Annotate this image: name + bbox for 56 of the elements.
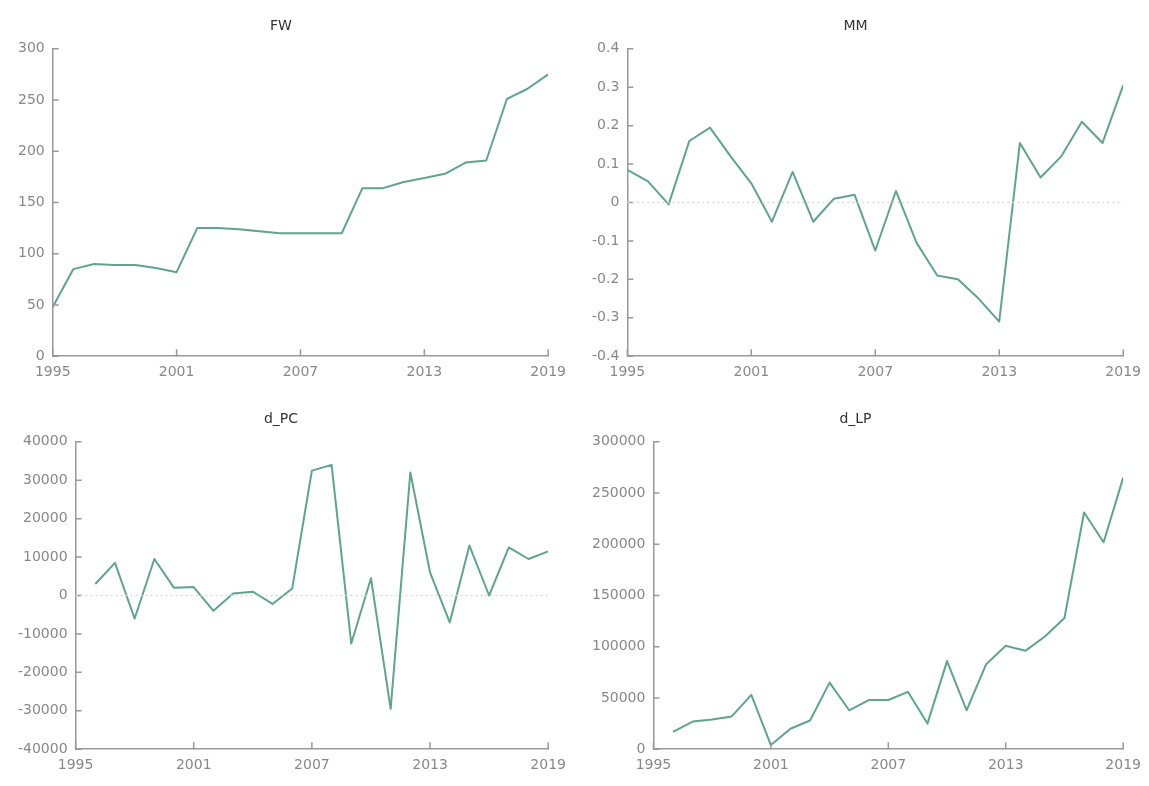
y-tick-label: 100000	[591, 637, 646, 654]
y-tick-label: 40000	[23, 432, 68, 449]
x-tick-label: 2019	[530, 756, 567, 773]
y-tick-label: 0	[610, 193, 620, 210]
y-tick-label: 20000	[23, 509, 68, 526]
y-tick-label: 0	[58, 586, 68, 603]
y-tick-label: 250	[17, 90, 45, 107]
y-tick-label: -0.3	[591, 308, 620, 325]
x-tick-label: 2007	[870, 756, 907, 773]
x-tick-label: 1995	[34, 363, 71, 380]
y-tick-label: 300	[17, 39, 45, 56]
y-tick-label: 0.4	[597, 39, 620, 56]
y-tick-label: 30000	[23, 470, 68, 487]
y-tick-label: 150	[17, 193, 45, 210]
x-tick-label: 2013	[981, 363, 1018, 380]
x-tick-label: 2001	[753, 756, 789, 773]
chart-title: FW	[270, 17, 293, 34]
y-tick-label: -0.2	[591, 269, 620, 286]
x-tick-label: 1995	[609, 363, 646, 380]
x-tick-label: 2013	[406, 363, 443, 380]
y-tick-label: 10000	[23, 547, 68, 564]
x-tick-label: 2007	[294, 756, 330, 773]
y-tick-label: 300000	[591, 432, 646, 449]
x-tick-label: 2019	[1105, 756, 1142, 773]
y-tick-label: -30000	[17, 701, 68, 718]
y-tick-label: 0.3	[597, 77, 620, 94]
y-tick-label: 0	[35, 346, 45, 363]
y-tick-label: -10000	[17, 624, 68, 641]
y-tick-label: -20000	[17, 662, 68, 679]
x-tick-label: 2007	[282, 363, 319, 380]
y-tick-label: 50000	[600, 688, 646, 705]
x-tick-label: 2007	[857, 363, 894, 380]
y-tick-label: 50	[26, 295, 45, 312]
x-tick-label: 1995	[635, 756, 672, 773]
x-tick-label: 2001	[733, 363, 770, 380]
y-tick-label: -0.4	[591, 346, 620, 363]
x-tick-label: 1995	[57, 756, 94, 773]
x-tick-label: 2013	[987, 756, 1024, 773]
chart-title: d_PC	[263, 410, 299, 427]
y-tick-label: 100	[17, 244, 45, 261]
y-tick-label: -40000	[17, 739, 68, 756]
x-tick-label: 2001	[158, 363, 195, 380]
chart-title: MM	[843, 17, 868, 34]
y-tick-label: 0.2	[597, 116, 620, 133]
y-tick-label: 0	[636, 739, 646, 756]
x-tick-label: 2001	[175, 756, 212, 773]
y-tick-label: 200000	[591, 534, 646, 551]
y-tick-label: 150000	[591, 586, 646, 603]
x-tick-label: 2019	[1105, 363, 1142, 380]
y-tick-label: -0.1	[591, 231, 620, 248]
y-tick-label: 250000	[591, 483, 646, 500]
x-tick-label: 2013	[412, 756, 448, 773]
x-tick-label: 2019	[530, 363, 567, 380]
y-tick-label: 0.1	[597, 154, 620, 171]
y-tick-label: 200	[17, 141, 45, 158]
chart-title: d_LP	[839, 410, 872, 427]
